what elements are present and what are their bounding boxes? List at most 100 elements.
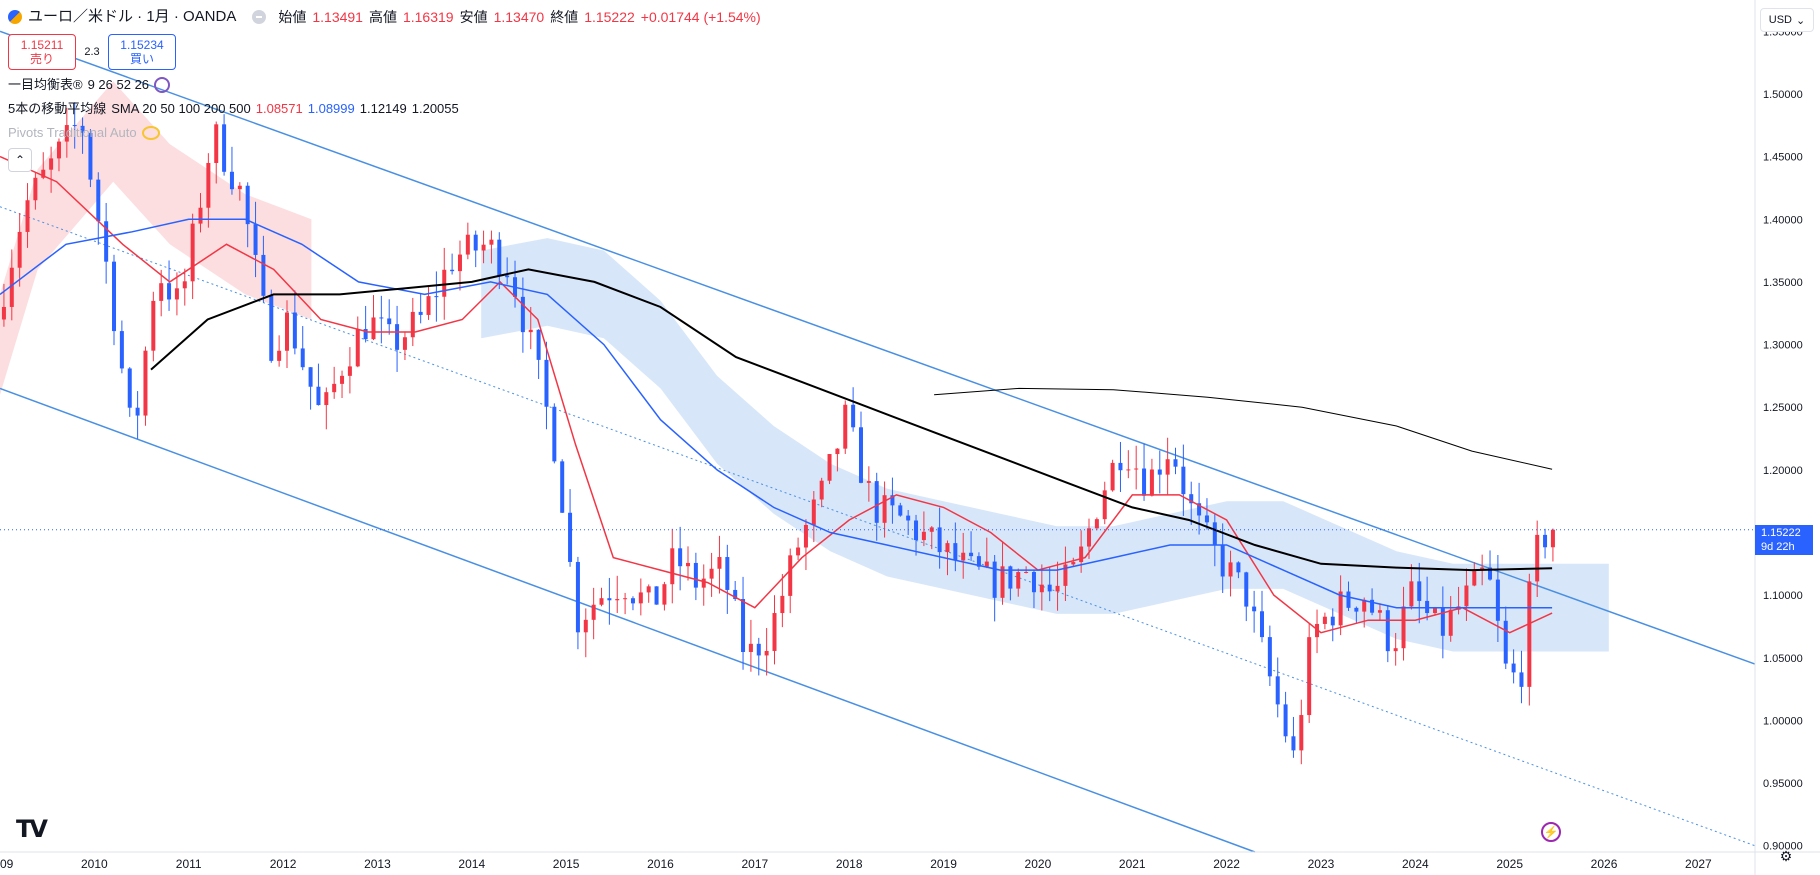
sell-price: 1.15211: [20, 38, 64, 52]
ichimoku-legend[interactable]: 一目均衡表® 9 26 52 26: [8, 76, 761, 94]
candle: [41, 152, 46, 180]
candle: [206, 153, 211, 228]
collapse-legend-button[interactable]: [252, 10, 267, 24]
candle: [410, 297, 415, 347]
candle-body: [481, 244, 486, 251]
candle: [788, 548, 793, 614]
high-value: 1.16319: [402, 9, 454, 25]
candle-body: [167, 283, 172, 300]
candle: [261, 235, 266, 303]
candle: [827, 453, 832, 485]
candle: [568, 489, 573, 567]
candle-body: [568, 512, 573, 562]
candle: [292, 290, 297, 355]
candle-body: [1322, 616, 1327, 624]
flash-icon[interactable]: ⚡: [1541, 822, 1561, 842]
chevron-down-icon: ⌄: [1796, 14, 1806, 27]
candle: [1338, 575, 1343, 636]
candle-body: [88, 132, 93, 180]
candle: [473, 230, 478, 268]
candle: [858, 411, 863, 484]
gear-icon[interactable]: ⚙: [1779, 847, 1793, 864]
sma-legend[interactable]: 5本の移動平均線 SMA 20 50 100 200 500 1.08571 1…: [8, 100, 761, 118]
candle: [1000, 542, 1005, 605]
candle-body: [591, 604, 596, 620]
pivots-legend[interactable]: Pivots Traditional Auto: [8, 124, 761, 142]
candle-body: [851, 404, 856, 428]
candle-body: [756, 643, 761, 656]
candle-body: [575, 561, 580, 633]
candle-body: [796, 547, 801, 556]
candle-body: [1432, 607, 1437, 614]
currency-selector[interactable]: USD ⌄: [1760, 8, 1814, 32]
candle-body: [1220, 544, 1225, 577]
tradingview-logo[interactable]: TV: [16, 815, 48, 843]
current-price-value: 1.15222: [1761, 527, 1801, 539]
candle: [615, 575, 620, 614]
spread-value: 2.3: [84, 46, 100, 58]
eye-off-icon[interactable]: [141, 126, 160, 140]
candle-body: [686, 562, 691, 567]
candle: [269, 289, 274, 363]
candle-body: [733, 589, 738, 600]
candle: [182, 268, 187, 306]
candle-body: [953, 543, 958, 561]
candle-body: [1071, 562, 1076, 565]
candle-body: [387, 318, 392, 325]
pivots-name: Pivots Traditional Auto: [8, 125, 137, 140]
sell-button[interactable]: 1.15211 売り: [8, 34, 76, 70]
candle: [1354, 606, 1359, 624]
candle: [1464, 568, 1469, 621]
candle: [1228, 550, 1233, 597]
symbol-title[interactable]: ユーロ／米ドル · 1月 · OANDA: [28, 8, 237, 25]
candle-body: [237, 185, 242, 190]
y-tick-label: 1.00000: [1763, 715, 1803, 727]
candle: [1299, 699, 1304, 765]
candle: [725, 544, 730, 614]
candle: [104, 202, 109, 284]
open-value: 1.13491: [312, 9, 363, 25]
x-tick-label: 2027: [1685, 857, 1712, 871]
candle-body: [1087, 528, 1092, 547]
candle: [654, 586, 659, 605]
candle-body: [489, 239, 494, 245]
candle: [843, 400, 848, 454]
candle-body: [709, 568, 714, 579]
candle: [1346, 581, 1351, 611]
low-value: 1.13470: [493, 9, 545, 25]
candle: [756, 637, 761, 676]
sma-line-sma-200: [934, 387, 1553, 470]
x-tick-label: 2009: [0, 857, 14, 871]
candle-body: [1503, 620, 1508, 664]
buy-button[interactable]: 1.15234 買い: [108, 34, 176, 70]
candle: [921, 511, 926, 547]
candle-body: [646, 586, 651, 593]
candle-body: [976, 556, 981, 567]
candle-body: [937, 527, 942, 553]
candle: [1472, 562, 1477, 587]
candle-body: [1244, 572, 1249, 607]
candle-body: [772, 613, 777, 651]
candle: [866, 466, 871, 502]
eurusd-flag-icon: [8, 10, 22, 24]
x-tick-label: 2024: [1402, 857, 1429, 871]
candle-body: [222, 124, 227, 172]
candle-body: [607, 598, 612, 601]
candle: [1134, 445, 1139, 490]
candle-body: [214, 124, 219, 163]
candle-body: [1126, 469, 1131, 471]
candle-body: [866, 481, 871, 483]
candle-body: [49, 158, 54, 170]
candle-body: [811, 499, 816, 525]
candle: [1409, 564, 1414, 610]
chevron-up-icon[interactable]: ⌃: [8, 148, 32, 172]
countdown-value: 9d 22h: [1761, 541, 1795, 553]
candle: [1181, 444, 1186, 516]
candle: [1511, 649, 1516, 684]
candle-body: [1236, 562, 1241, 573]
candle-body: [56, 141, 61, 159]
candle: [623, 592, 628, 615]
candle: [300, 326, 305, 371]
